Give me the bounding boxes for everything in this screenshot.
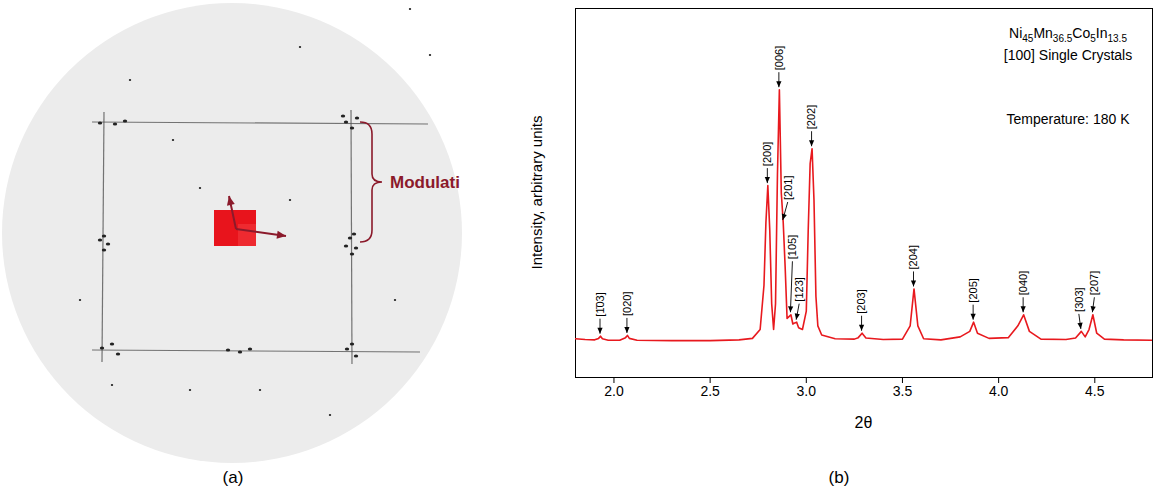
svg-text:[205]: [205]: [967, 278, 979, 302]
svg-text:[040]: [040]: [1017, 271, 1029, 295]
svg-text:[123]: [123]: [793, 277, 805, 301]
html-text:(a): (a): [222, 468, 244, 487]
svg-text:[303]: [303]: [1073, 287, 1085, 311]
svg-text:[006]: [006]: [773, 46, 785, 70]
html-text:(b): (b): [828, 468, 850, 487]
svg-text:4.5: 4.5: [1085, 383, 1105, 399]
svg-text:Temperature: 180 K: Temperature: 180 K: [1007, 111, 1131, 127]
svg-text:[1̄03]: [1̄03]: [594, 292, 606, 316]
svg-text:2θ: 2θ: [855, 414, 873, 431]
svg-text:3.5: 3.5: [893, 383, 913, 399]
svg-text:Intensity, arbitrary units: Intensity, arbitrary units: [528, 116, 545, 270]
svg-text:[200]: [200]: [761, 142, 773, 166]
svg-text:[020]: [020]: [621, 291, 633, 315]
svg-text:Ni45Mn36.5Co5In13.5: Ni45Mn36.5Co5In13.5: [1009, 25, 1127, 44]
svg-text:[201]: [201]: [782, 176, 794, 200]
svg-text:2.0: 2.0: [604, 383, 624, 399]
svg-text:2.5: 2.5: [700, 383, 720, 399]
svg-text:[203]: [203]: [855, 289, 867, 313]
svg-text:[202]: [202]: [805, 105, 817, 129]
svg-text:[105]: [105]: [786, 235, 798, 259]
svg-text:3.0: 3.0: [797, 383, 817, 399]
svg-text:Modulati: Modulati: [390, 173, 460, 192]
svg-text:[100] Single Crystals: [100] Single Crystals: [1004, 47, 1132, 63]
svg-text:4.0: 4.0: [989, 383, 1009, 399]
svg-text:[204]: [204]: [907, 245, 919, 269]
svg-text:[207]: [207]: [1088, 271, 1100, 295]
